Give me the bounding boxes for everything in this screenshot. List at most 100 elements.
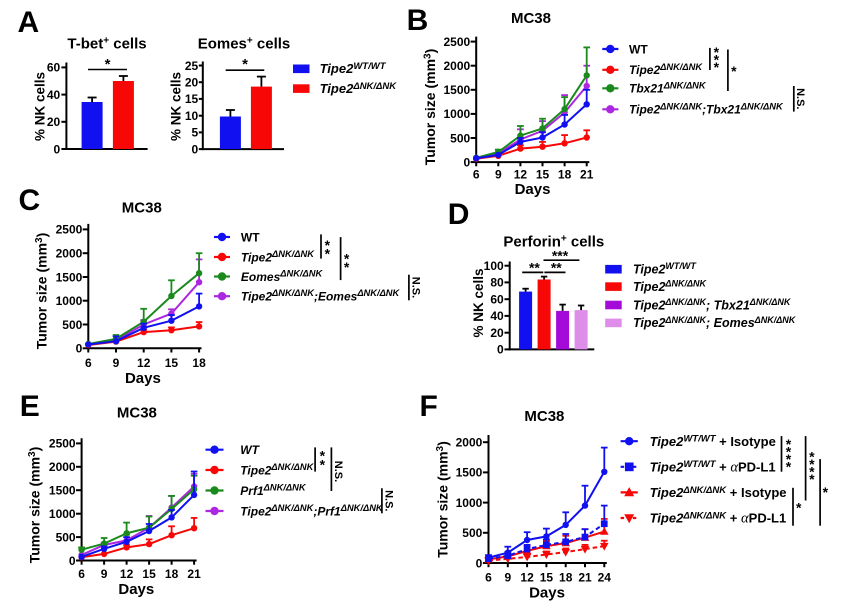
svg-text:B: B bbox=[407, 4, 429, 37]
svg-text:500: 500 bbox=[462, 526, 482, 540]
svg-text:Tipe2ΔNK/ΔNK: Tipe2ΔNK/ΔNK bbox=[629, 62, 703, 77]
svg-text:WT: WT bbox=[629, 42, 648, 56]
svg-text:Tumor size (mm3): Tumor size (mm3) bbox=[422, 49, 438, 166]
svg-text:*: * bbox=[809, 456, 815, 472]
svg-text:MC38: MC38 bbox=[117, 405, 157, 422]
svg-text:2000: 2000 bbox=[56, 247, 83, 261]
svg-text:Tipe2ΔNK/ΔNK;Prf1ΔNK/ΔNK: Tipe2ΔNK/ΔNK;Prf1ΔNK/ΔNK bbox=[240, 503, 384, 518]
svg-text:500: 500 bbox=[62, 318, 82, 332]
svg-text:*: * bbox=[809, 464, 815, 480]
svg-text:15: 15 bbox=[165, 356, 179, 370]
svg-text:9: 9 bbox=[504, 571, 511, 585]
svg-text:*: * bbox=[344, 250, 350, 266]
svg-text:20: 20 bbox=[185, 76, 199, 90]
svg-text:2500: 2500 bbox=[56, 223, 83, 237]
svg-text:9: 9 bbox=[113, 356, 120, 370]
svg-text:Tipe2ΔNK/ΔNK: Tipe2ΔNK/ΔNK bbox=[241, 249, 315, 264]
svg-text:18: 18 bbox=[192, 356, 206, 370]
svg-text:40: 40 bbox=[47, 88, 61, 102]
svg-text:Tipe2ΔNK/ΔNK + αPD-L1: Tipe2ΔNK/ΔNK + αPD-L1 bbox=[650, 510, 787, 526]
svg-text:Tipe2WT/WT + αPD-L1: Tipe2WT/WT + αPD-L1 bbox=[650, 459, 776, 475]
svg-text:Tipe2WT/WT + Isotype: Tipe2WT/WT + Isotype bbox=[650, 434, 776, 449]
svg-text:500: 500 bbox=[450, 131, 470, 145]
svg-text:*: * bbox=[714, 44, 720, 60]
svg-text:21: 21 bbox=[187, 567, 201, 581]
svg-text:18: 18 bbox=[165, 567, 179, 581]
svg-text:*: * bbox=[325, 237, 331, 253]
svg-text:25: 25 bbox=[185, 59, 199, 73]
svg-text:*: * bbox=[796, 499, 802, 515]
svg-text:60: 60 bbox=[47, 61, 61, 75]
svg-text:**: ** bbox=[551, 260, 562, 276]
svg-text:24: 24 bbox=[598, 571, 612, 585]
svg-text:1000: 1000 bbox=[443, 107, 470, 121]
svg-text:*: * bbox=[809, 449, 815, 465]
svg-text:2500: 2500 bbox=[49, 437, 76, 451]
svg-text:% NK cells: % NK cells bbox=[168, 72, 183, 141]
svg-text:12: 12 bbox=[520, 571, 534, 585]
svg-text:40: 40 bbox=[490, 309, 504, 323]
svg-text:T-bet+ cells: T-bet+ cells bbox=[67, 35, 146, 52]
svg-text:10: 10 bbox=[185, 109, 199, 123]
svg-text:Tipe2ΔNK/ΔNK; Tbx21ΔNK/ΔNK: Tipe2ΔNK/ΔNK; Tbx21ΔNK/ΔNK bbox=[633, 297, 792, 312]
svg-text:12: 12 bbox=[120, 567, 134, 581]
svg-text:12: 12 bbox=[514, 167, 528, 181]
svg-text:1000: 1000 bbox=[456, 496, 483, 510]
svg-text:*: * bbox=[344, 259, 350, 275]
svg-text:*: * bbox=[786, 459, 792, 475]
svg-text:0: 0 bbox=[476, 556, 483, 570]
svg-text:0: 0 bbox=[69, 554, 76, 568]
svg-text:N.S.: N.S. bbox=[332, 461, 344, 482]
svg-text:Tumor size (mm3): Tumor size (mm3) bbox=[34, 233, 50, 350]
svg-text:Days: Days bbox=[515, 181, 551, 198]
svg-text:*: * bbox=[714, 59, 720, 75]
svg-text:Days: Days bbox=[125, 370, 161, 387]
svg-text:*: * bbox=[105, 56, 111, 73]
svg-text:Tumor size (mm3): Tumor size (mm3) bbox=[27, 447, 43, 564]
svg-text:Tipe2ΔNK/ΔNK: Tipe2ΔNK/ΔNK bbox=[633, 279, 708, 294]
svg-text:15: 15 bbox=[185, 92, 199, 106]
svg-text:5: 5 bbox=[192, 126, 199, 140]
svg-text:*: * bbox=[809, 471, 815, 487]
svg-text:*: * bbox=[714, 51, 720, 67]
svg-text:Tbx21ΔNK/ΔNK: Tbx21ΔNK/ΔNK bbox=[629, 80, 707, 95]
svg-text:Tipe2ΔNK/ΔNK;Tbx21ΔNK/ΔNK: Tipe2ΔNK/ΔNK;Tbx21ΔNK/ΔNK bbox=[629, 101, 784, 116]
svg-text:2500: 2500 bbox=[443, 35, 470, 49]
svg-text:15: 15 bbox=[536, 167, 550, 181]
svg-text:*: * bbox=[786, 436, 792, 452]
svg-text:0: 0 bbox=[497, 343, 504, 357]
svg-text:Eomes+ cells: Eomes+ cells bbox=[198, 35, 291, 52]
svg-text:20: 20 bbox=[490, 326, 504, 340]
svg-text:18: 18 bbox=[558, 167, 572, 181]
svg-text:EomesΔNK/ΔNK: EomesΔNK/ΔNK bbox=[241, 269, 324, 284]
svg-text:18: 18 bbox=[559, 571, 573, 585]
svg-text:E: E bbox=[20, 390, 40, 423]
svg-text:0: 0 bbox=[54, 142, 61, 156]
svg-text:*: * bbox=[320, 447, 326, 463]
svg-text:2000: 2000 bbox=[49, 460, 76, 474]
svg-text:% NK cells: % NK cells bbox=[471, 268, 486, 337]
svg-text:*: * bbox=[325, 245, 331, 261]
svg-text:*: * bbox=[786, 444, 792, 460]
svg-text:21: 21 bbox=[578, 571, 592, 585]
svg-text:21: 21 bbox=[580, 167, 594, 181]
svg-text:*: * bbox=[242, 56, 248, 73]
svg-text:MC38: MC38 bbox=[524, 408, 564, 425]
svg-text:60: 60 bbox=[490, 293, 504, 307]
svg-text:Tipe2WT/WT: Tipe2WT/WT bbox=[320, 61, 387, 76]
svg-text:N.S.: N.S. bbox=[409, 277, 421, 298]
svg-text:0: 0 bbox=[464, 155, 471, 169]
svg-text:1000: 1000 bbox=[49, 507, 76, 521]
svg-text:*: * bbox=[823, 484, 829, 500]
svg-text:100: 100 bbox=[484, 259, 504, 273]
svg-text:1500: 1500 bbox=[443, 83, 470, 97]
svg-text:F: F bbox=[420, 390, 438, 423]
svg-text:500: 500 bbox=[56, 530, 76, 544]
svg-text:2000: 2000 bbox=[443, 59, 470, 73]
svg-text:D: D bbox=[448, 198, 470, 231]
svg-text:6: 6 bbox=[485, 571, 492, 585]
svg-text:Tipe2ΔNK/ΔNK;EomesΔNK/ΔNK: Tipe2ΔNK/ΔNK;EomesΔNK/ΔNK bbox=[241, 288, 401, 303]
svg-text:***: *** bbox=[552, 247, 569, 263]
svg-text:Perforin+ cells: Perforin+ cells bbox=[503, 233, 604, 250]
svg-text:Prf1ΔNK/ΔNK: Prf1ΔNK/ΔNK bbox=[240, 483, 307, 498]
